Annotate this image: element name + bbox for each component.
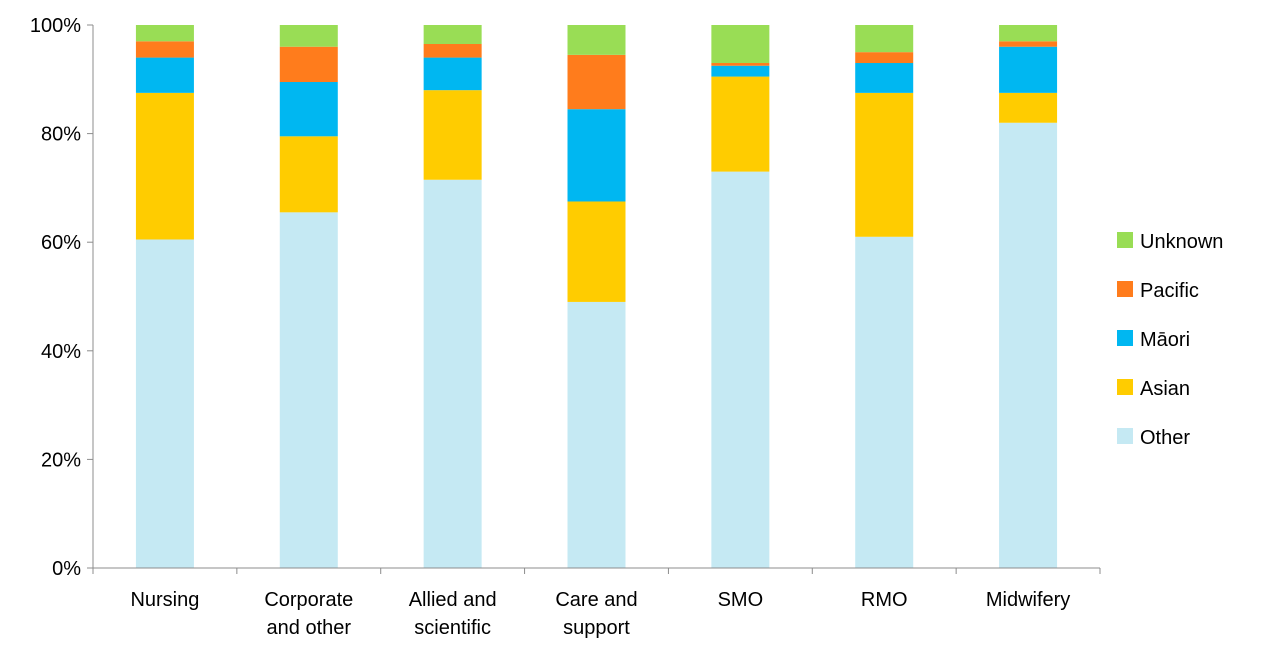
legend-label-asian: Asian [1140,378,1190,400]
bar-segment-allied-and-scientific-asian [423,90,482,180]
bar-segment-nursing-unknown [135,25,194,42]
bar-segment-care-and-support-pacific [567,54,626,110]
bar-segment-nursing-asian [135,92,194,240]
bar-segment-rmo-pacific [855,52,914,64]
y-tick-label: 20% [41,449,81,471]
bar-segment-rmo-asian [855,92,914,237]
bar-segment-smo-pacific [711,63,770,66]
legend-swatch-asian [1117,379,1133,395]
axis-layer: 0% 20% 40% 60% 80% 100% Nursing Corporate and ot… [30,15,1101,639]
x-category-label-care-and-support: Care and support [555,589,637,639]
bar-segment-nursing-other [135,239,194,569]
bar-segment-smo-maori [711,65,770,77]
legend-label-unknown: Unknown [1140,231,1223,253]
x-category-label-smo: SMO [718,589,764,611]
y-tick-label: 60% [41,232,81,254]
bar-segment-allied-and-scientific-other [423,179,482,568]
bar-segment-corporate-and-other-maori [279,82,338,137]
x-category-label-corporate-and-other: Corporate and other [264,589,353,639]
x-category-label-rmo: RMO [861,589,908,611]
x-category-label-allied-and-scientific: Allied and scientific [409,589,497,639]
legend: Unknown Pacific Māori Asian Other [1117,231,1223,449]
bars-layer [135,25,1058,569]
bar-segment-corporate-and-other-asian [279,136,338,213]
legend-swatch-other [1117,428,1133,444]
bar-segment-allied-and-scientific-pacific [423,44,482,58]
bar-segment-allied-and-scientific-unknown [423,25,482,44]
bar-segment-midwifery-asian [999,92,1058,123]
bar-segment-care-and-support-other [567,301,626,568]
bar-segment-midwifery-maori [999,46,1058,93]
legend-swatch-unknown [1117,232,1133,248]
bar-segment-midwifery-pacific [999,41,1058,47]
bar-segment-corporate-and-other-pacific [279,46,338,83]
bar-segment-midwifery-other [999,122,1058,569]
bar-segment-care-and-support-maori [567,109,626,202]
legend-swatch-maori [1117,330,1133,346]
y-tick-label: 80% [41,124,81,146]
bar-segment-rmo-unknown [855,25,914,53]
bar-segment-care-and-support-asian [567,201,626,302]
bar-segment-midwifery-unknown [999,25,1058,42]
legend-label-maori: Māori [1140,329,1190,351]
legend-label-other: Other [1140,427,1190,449]
bar-segment-corporate-and-other-other [279,212,338,568]
bar-segment-rmo-maori [855,63,914,93]
bar-segment-nursing-maori [135,57,194,93]
bar-segment-smo-other [711,171,770,569]
y-tick-label: 100% [30,15,81,37]
y-tick-label: 40% [41,341,81,363]
bar-segment-corporate-and-other-unknown [279,25,338,47]
legend-label-pacific: Pacific [1140,280,1199,302]
x-category-label-nursing: Nursing [130,589,199,611]
bar-segment-rmo-other [855,236,914,568]
bar-segment-care-and-support-unknown [567,25,626,55]
bar-segment-smo-asian [711,76,770,172]
bar-segment-nursing-pacific [135,41,194,58]
y-tick-label: 0% [52,558,81,580]
legend-swatch-pacific [1117,281,1133,297]
bar-segment-allied-and-scientific-maori [423,57,482,91]
bar-segment-smo-unknown [711,25,770,64]
x-category-label-midwifery: Midwifery [986,589,1070,611]
